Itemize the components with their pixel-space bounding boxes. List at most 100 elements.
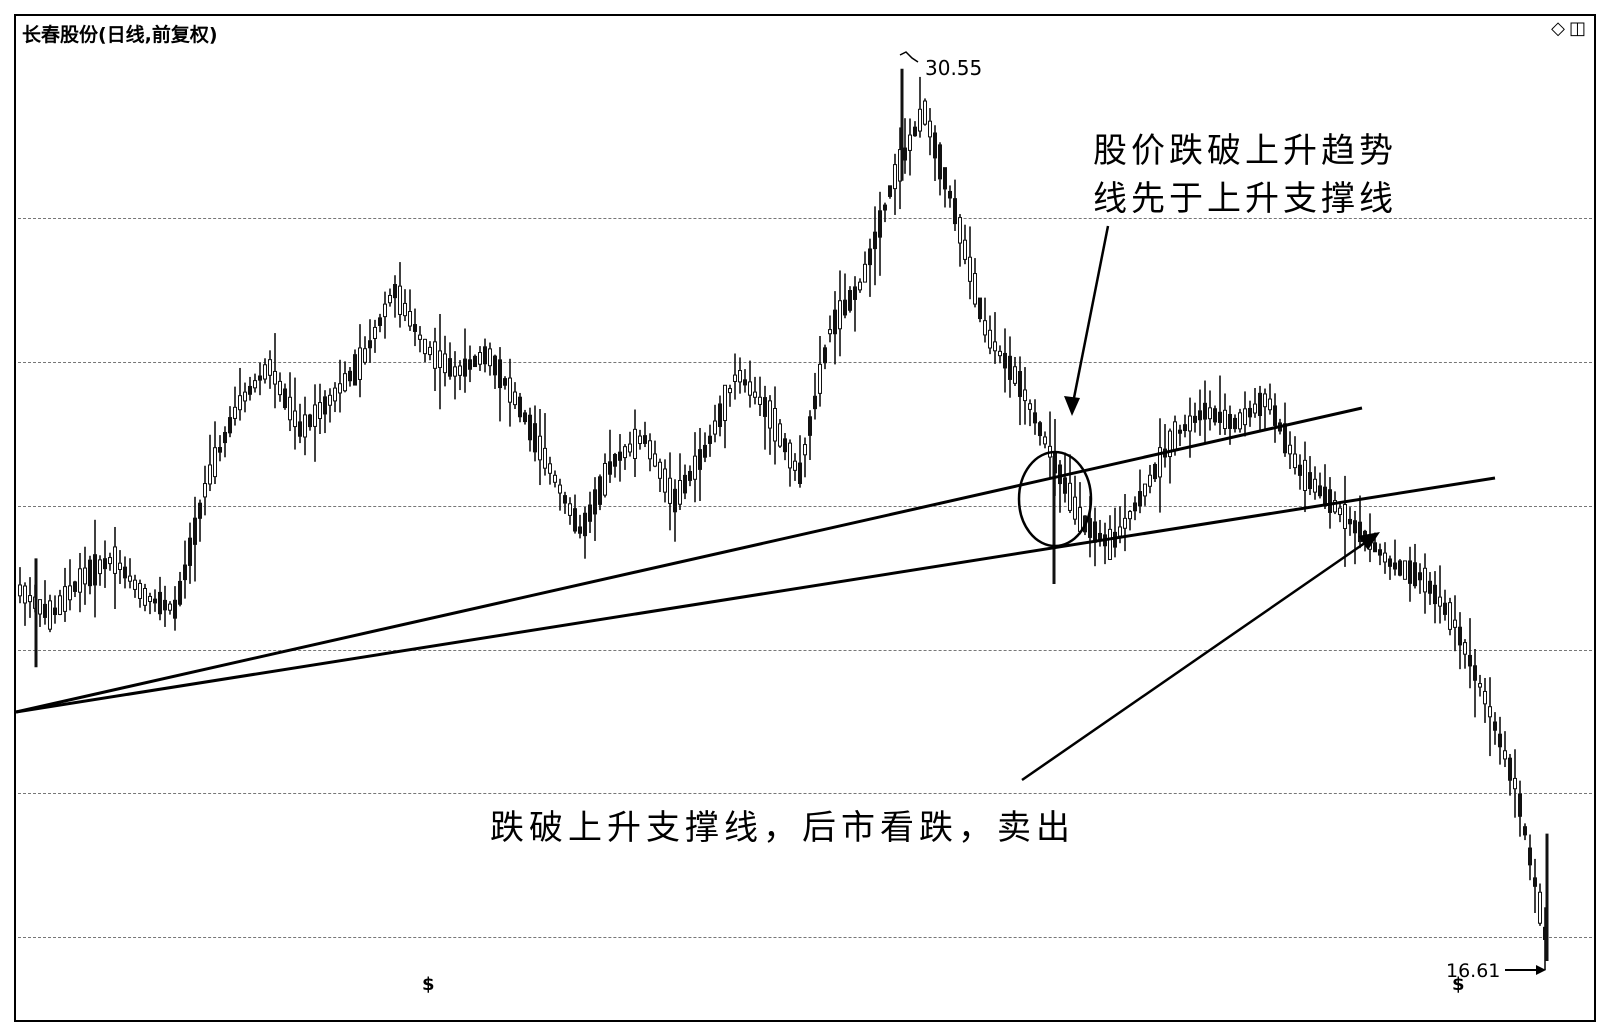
candle-body: [933, 132, 937, 159]
candle-body: [663, 468, 667, 493]
candle-body: [1283, 423, 1287, 454]
candle-body: [808, 416, 812, 436]
candle-body: [88, 559, 92, 587]
candle-body: [158, 591, 162, 615]
low-pointer-head: [1536, 965, 1546, 975]
candle-body: [173, 599, 177, 619]
candle-body: [18, 584, 22, 597]
candle-body: [203, 483, 207, 498]
candle-body: [1393, 562, 1397, 570]
candle-body: [1428, 580, 1432, 594]
candle-body: [603, 462, 607, 496]
candle-body: [523, 412, 527, 423]
candle-body: [473, 355, 477, 368]
candle-body: [1033, 412, 1037, 424]
candle-body: [1518, 793, 1522, 817]
candle-body: [108, 557, 112, 565]
candle-body: [1093, 521, 1097, 543]
candle-body: [973, 273, 977, 305]
candle-body: [1023, 389, 1027, 402]
candle-body: [728, 388, 732, 394]
candle-body: [418, 334, 422, 340]
candle-body: [1203, 402, 1207, 420]
candle-body: [1223, 409, 1227, 430]
candle-body: [693, 455, 697, 480]
candle-body: [558, 484, 562, 494]
candle-body: [833, 309, 837, 335]
candle-body: [38, 599, 42, 615]
high-pointer: [899, 51, 919, 63]
candle-body: [503, 378, 507, 386]
candle-body: [28, 595, 32, 603]
candle-body: [593, 489, 597, 515]
candle-body: [1348, 518, 1352, 525]
window-toggle-icon[interactable]: ◫: [1568, 18, 1586, 39]
candle-body: [1388, 558, 1392, 567]
candle-body: [1528, 847, 1532, 866]
candle-body: [1443, 602, 1447, 615]
candle-body: [993, 341, 997, 352]
candle-body: [378, 317, 382, 326]
candle-body: [1063, 477, 1067, 494]
candle-body: [838, 300, 842, 330]
candle-body: [253, 380, 257, 389]
candle-body: [233, 406, 237, 419]
candle-body: [698, 449, 702, 470]
candle-body: [393, 284, 397, 299]
candle-body: [788, 442, 792, 469]
candle-body: [408, 311, 412, 327]
candle-body: [1073, 496, 1077, 520]
candle-body: [168, 603, 172, 611]
candle-body: [968, 256, 972, 282]
candle-body: [293, 410, 297, 428]
candle-body: [893, 164, 897, 190]
candle-body: [843, 299, 847, 316]
candle-body: [398, 285, 402, 315]
candle-body: [363, 348, 367, 363]
candle-body: [1433, 584, 1437, 605]
support-line-lower: [15, 476, 1496, 714]
candle-body: [1308, 472, 1312, 490]
candle-body: [913, 126, 917, 137]
candle-body: [708, 435, 712, 444]
candle-body: [1058, 464, 1062, 485]
low-price-label: 16.61: [1446, 960, 1501, 982]
diamond-icon[interactable]: ◇: [1551, 18, 1565, 39]
candle-body: [1013, 366, 1017, 384]
axis-marker-right: $: [1452, 974, 1465, 995]
candle-body: [103, 558, 107, 570]
candle-body: [188, 537, 192, 566]
candle-body: [228, 417, 232, 434]
candle-body: [483, 346, 487, 365]
candle-body: [498, 359, 502, 389]
candle-body: [733, 374, 737, 382]
candle-body: [783, 438, 787, 453]
candle-body: [743, 379, 747, 386]
candle-body: [1473, 665, 1477, 681]
candle-body: [668, 477, 672, 504]
candle-body: [1318, 485, 1322, 497]
candle-body: [563, 495, 567, 504]
candle-body: [268, 359, 272, 376]
candle-body: [428, 346, 432, 356]
candle-body: [1313, 478, 1317, 493]
candle-body: [1398, 560, 1402, 576]
candle-body: [858, 281, 862, 291]
candle-body: [1118, 526, 1122, 537]
candle-body: [1218, 411, 1222, 423]
candle-body: [1338, 507, 1342, 516]
candle-body: [648, 440, 652, 460]
candle-body: [73, 581, 77, 592]
candle-body: [848, 290, 852, 311]
candle-body: [908, 134, 912, 151]
candle-body: [123, 566, 127, 579]
candle-body: [793, 460, 797, 471]
annotation-line-1: 股价跌破上升趋势: [1093, 131, 1397, 171]
candle-body: [1088, 518, 1092, 538]
candle-body: [218, 447, 222, 453]
candle-body: [803, 444, 807, 456]
candle-body: [653, 453, 657, 467]
annotation-sell-signal: 跌破上升支撑线，后市看跌，卖出: [490, 808, 1075, 848]
candle-body: [468, 359, 472, 370]
candle-body: [198, 502, 202, 519]
